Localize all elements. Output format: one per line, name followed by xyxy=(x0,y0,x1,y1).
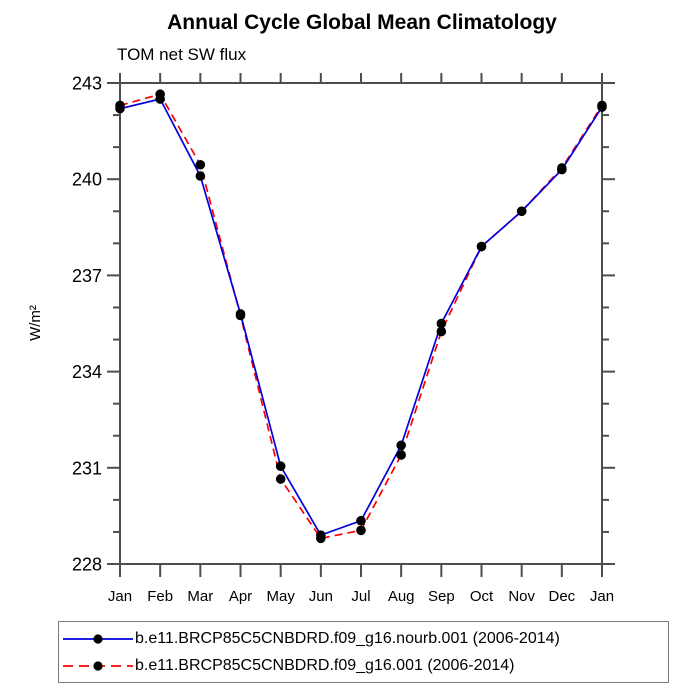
legend: b.e11.BRCP85C5CNBDRD.f09_g16.nourb.001 (… xyxy=(58,621,669,683)
x-tick-label: Jun xyxy=(309,588,333,605)
data-point xyxy=(275,461,286,471)
x-tick-label: Mar xyxy=(187,588,213,605)
data-point xyxy=(235,310,246,321)
x-tick-label: May xyxy=(266,588,295,605)
y-tick-label: 231 xyxy=(72,458,102,478)
data-point xyxy=(396,440,406,451)
data-point xyxy=(356,515,366,526)
data-point xyxy=(436,326,447,337)
data-point xyxy=(476,241,487,252)
x-tick-label: Jul xyxy=(351,588,370,605)
data-point xyxy=(115,100,125,111)
chart-title: Annual Cycle Global Mean Climatology xyxy=(167,11,557,34)
y-tick-label: 243 xyxy=(72,73,102,93)
data-point xyxy=(275,474,286,484)
legend-sample-dashed-line-icon xyxy=(63,660,133,671)
y-tick-label: 237 xyxy=(72,266,102,286)
chart-subtitle: TOM net SW flux xyxy=(117,45,247,64)
data-point xyxy=(557,163,567,173)
plot-frame xyxy=(119,82,603,565)
series-line xyxy=(119,98,603,537)
data-point xyxy=(396,450,406,460)
data-point xyxy=(597,100,607,111)
data-point xyxy=(356,525,366,536)
x-axis: Jan Feb Mar Apr May Jun Jul Aug Sep Oct Nov Dec Jan xyxy=(108,73,614,605)
legend-label-base: b.e11.BRCP85C5CNBDRD.f09_g16.001 (2006-2… xyxy=(135,656,515,674)
data-point xyxy=(316,533,326,544)
data-point xyxy=(195,159,206,170)
y-axis-label: W/m² xyxy=(27,305,44,341)
series-markers xyxy=(115,89,607,544)
x-tick-label: Sep xyxy=(428,588,455,605)
data-point xyxy=(155,89,165,100)
x-tick-label: Aug xyxy=(388,588,415,605)
x-tick-label: Feb xyxy=(147,588,173,605)
x-tick-label: Oct xyxy=(470,588,494,605)
legend-sample-solid-line-icon xyxy=(63,633,133,644)
x-tick-label: Jan xyxy=(108,588,132,605)
y-tick-label: 228 xyxy=(72,554,102,574)
legend-row-nourb: b.e11.BRCP85C5CNBDRD.f09_g16.nourb.001 (… xyxy=(62,629,668,649)
y-axis: 228 231 234 237 240 243 xyxy=(72,73,615,574)
y-tick-label: 240 xyxy=(72,170,102,190)
x-tick-label: Jan xyxy=(590,588,614,605)
data-point xyxy=(516,206,527,217)
x-tick-label: Dec xyxy=(548,588,575,605)
data-point xyxy=(436,318,447,329)
x-tick-label: Apr xyxy=(229,588,252,605)
legend-label-nourb: b.e11.BRCP85C5CNBDRD.f09_g16.nourb.001 (… xyxy=(135,629,560,647)
series-lines xyxy=(119,93,603,540)
y-tick-label: 234 xyxy=(72,362,102,382)
legend-row-base: b.e11.BRCP85C5CNBDRD.f09_g16.001 (2006-2… xyxy=(62,656,668,676)
data-point xyxy=(195,171,206,181)
x-tick-label: Nov xyxy=(508,588,535,605)
